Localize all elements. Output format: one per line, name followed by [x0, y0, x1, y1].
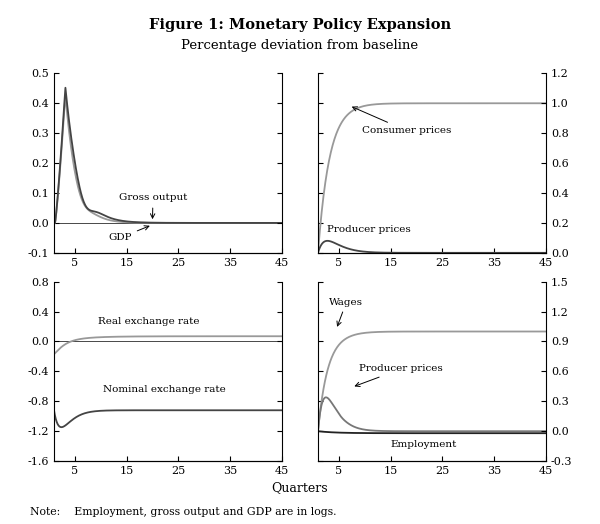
Text: Producer prices: Producer prices — [355, 364, 443, 387]
Text: Quarters: Quarters — [272, 482, 328, 495]
Text: GDP: GDP — [109, 226, 149, 242]
Text: Producer prices: Producer prices — [328, 225, 411, 234]
Text: Figure 1: Monetary Policy Expansion: Figure 1: Monetary Policy Expansion — [149, 18, 451, 32]
Text: Gross output: Gross output — [119, 193, 187, 218]
Text: Note:    Employment, gross output and GDP are in logs.: Note: Employment, gross output and GDP a… — [30, 507, 337, 517]
Text: Real exchange rate: Real exchange rate — [98, 317, 200, 326]
Text: Wages: Wages — [329, 298, 364, 326]
Text: Nominal exchange rate: Nominal exchange rate — [103, 385, 226, 395]
Text: Consumer prices: Consumer prices — [353, 107, 451, 135]
Text: Percentage deviation from baseline: Percentage deviation from baseline — [181, 39, 419, 52]
Text: Employment: Employment — [391, 440, 457, 449]
